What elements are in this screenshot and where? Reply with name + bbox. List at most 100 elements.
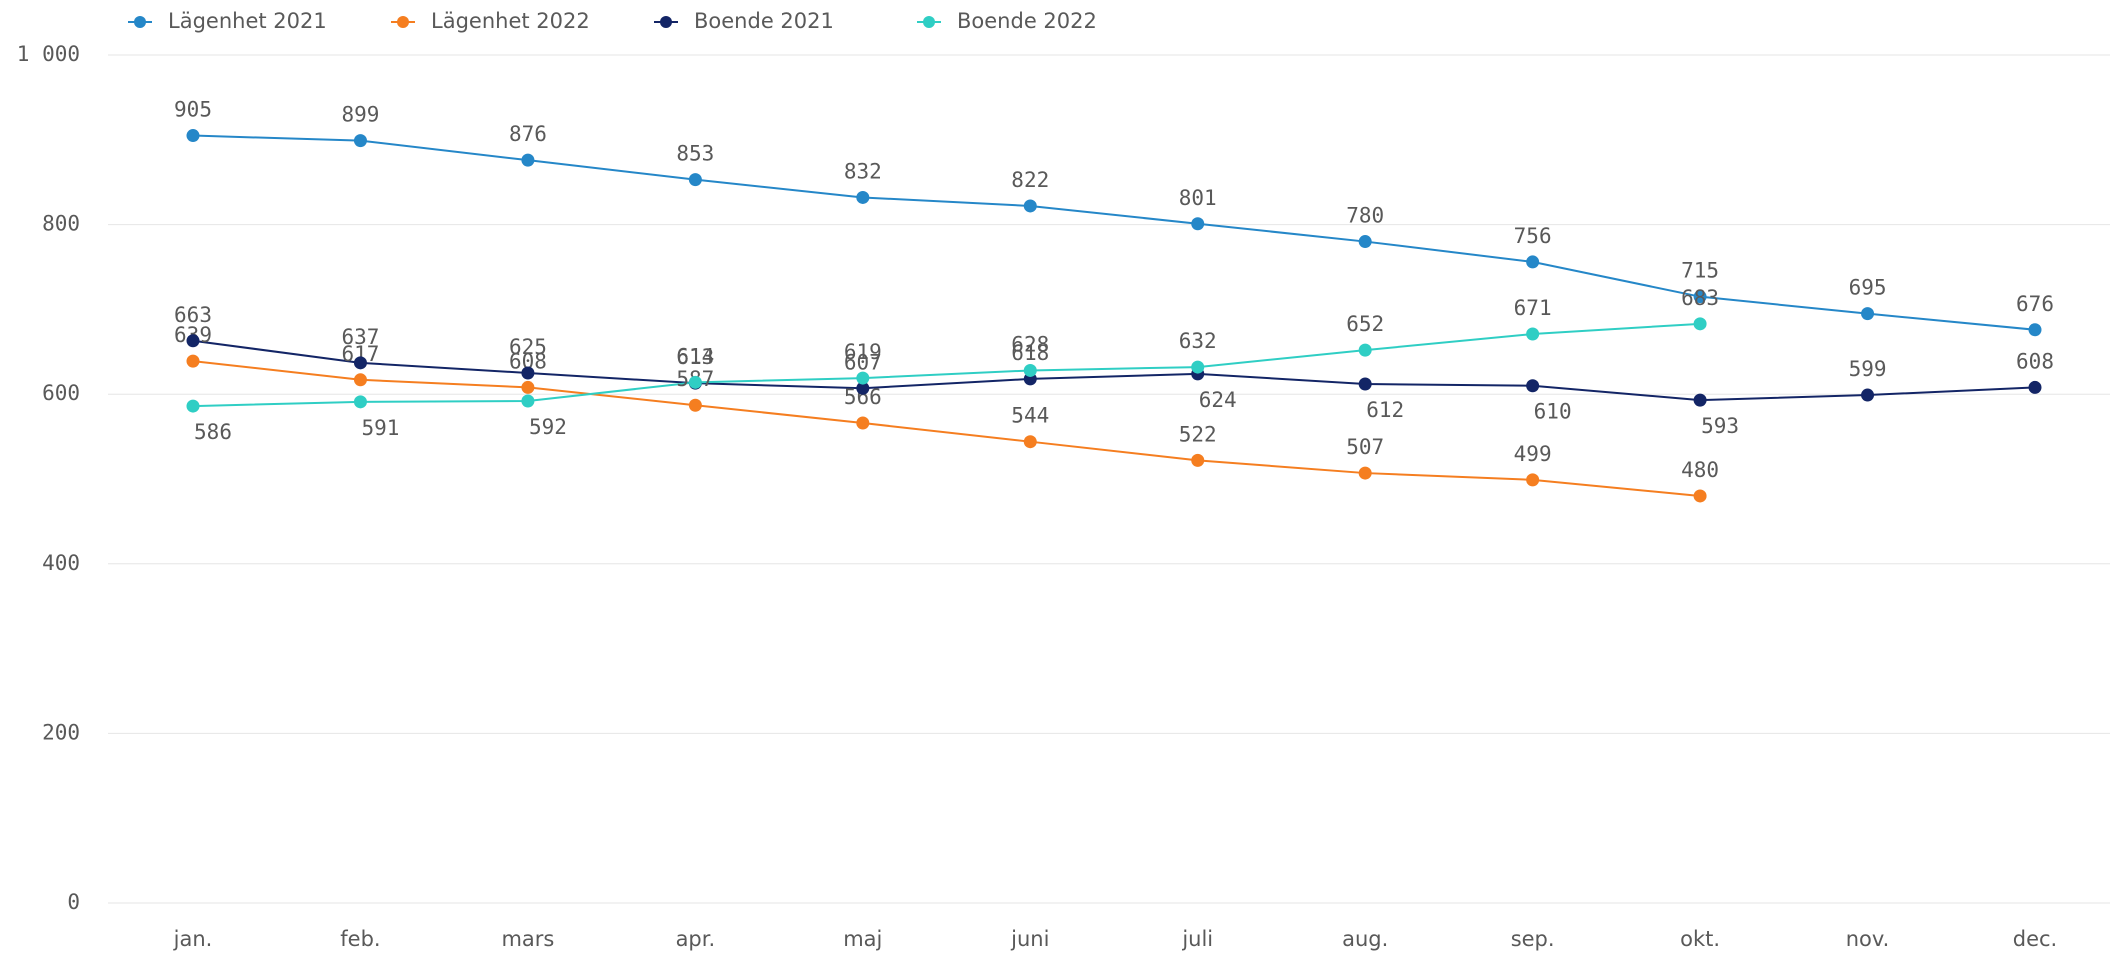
data-label: 876: [509, 122, 547, 146]
point: [353, 373, 367, 387]
data-label: 480: [1681, 458, 1719, 482]
x-tick-label: feb.: [340, 927, 380, 951]
point: [2028, 380, 2042, 394]
legend-label: Lägenhet 2021: [168, 9, 327, 33]
data-label: 683: [1681, 286, 1719, 310]
point: [1693, 489, 1707, 503]
data-label: 499: [1514, 442, 1552, 466]
point: [186, 354, 200, 368]
point: [186, 129, 200, 143]
data-label: 592: [529, 415, 567, 439]
point: [1358, 343, 1372, 357]
x-tick-label: juni: [1010, 927, 1049, 951]
series-line: [192, 360, 1701, 497]
point: [186, 334, 200, 348]
x-tick-label: okt.: [1680, 927, 1720, 951]
point: [1358, 466, 1372, 480]
point: [1693, 290, 1707, 304]
point: [521, 380, 535, 394]
x-tick-label: juli: [1181, 927, 1213, 951]
y-tick-label: 600: [42, 381, 80, 405]
point: [1358, 235, 1372, 249]
point: [1693, 393, 1707, 407]
data-label: 507: [1346, 435, 1384, 459]
data-label: 756: [1514, 224, 1552, 248]
data-label: 822: [1011, 168, 1049, 192]
data-label: 586: [194, 420, 232, 444]
point: [2028, 323, 2042, 337]
data-label: 522: [1179, 422, 1217, 446]
legend-label: Boende 2022: [957, 9, 1097, 33]
data-label: 613: [676, 345, 714, 369]
x-tick-label: nov.: [1846, 927, 1890, 951]
point: [353, 134, 367, 148]
x-tick-label: jan.: [173, 927, 213, 951]
y-tick-label: 1 000: [17, 42, 80, 66]
data-label: 619: [844, 340, 882, 364]
data-label: 599: [1849, 357, 1887, 381]
point: [1023, 199, 1037, 213]
point: [856, 190, 870, 204]
data-label: 671: [1514, 296, 1552, 320]
legend-label: Lägenhet 2022: [431, 9, 590, 33]
y-tick-label: 200: [42, 720, 80, 744]
point: [856, 371, 870, 385]
data-label: 612: [1366, 398, 1404, 422]
point: [1861, 307, 1875, 321]
x-tick-label: dec.: [2013, 927, 2057, 951]
point: [688, 375, 702, 389]
data-label: 607: [844, 350, 882, 374]
legend-marker: [134, 16, 146, 28]
data-label: 624: [1199, 388, 1237, 412]
point: [1526, 327, 1540, 341]
data-label: 695: [1849, 276, 1887, 300]
data-label: 676: [2016, 292, 2054, 316]
point: [353, 356, 367, 370]
point: [1526, 473, 1540, 487]
y-tick-label: 400: [42, 551, 80, 575]
point: [1526, 379, 1540, 393]
data-label: 832: [844, 159, 882, 183]
point: [1023, 363, 1037, 377]
point: [1693, 317, 1707, 331]
data-label: 780: [1346, 204, 1384, 228]
point: [1861, 388, 1875, 402]
data-label: 544: [1011, 404, 1049, 428]
data-label: 610: [1534, 400, 1572, 424]
point: [521, 153, 535, 167]
point: [1191, 453, 1205, 467]
point: [856, 381, 870, 395]
data-label: 591: [361, 416, 399, 440]
data-label: 715: [1681, 259, 1719, 283]
point: [521, 366, 535, 380]
x-tick-label: maj: [843, 927, 882, 951]
point: [521, 394, 535, 408]
data-label: 663: [174, 303, 212, 327]
series-line: [192, 134, 2036, 331]
point: [353, 395, 367, 409]
x-tick-label: aug.: [1342, 927, 1388, 951]
series-line: [192, 339, 2036, 402]
data-label: 853: [676, 142, 714, 166]
data-label: 905: [174, 98, 212, 122]
point: [1023, 435, 1037, 449]
legend-label: Boende 2021: [694, 9, 834, 33]
point: [688, 173, 702, 187]
point: [1358, 377, 1372, 391]
y-tick-label: 800: [42, 212, 80, 236]
point: [1191, 217, 1205, 231]
point: [1191, 360, 1205, 374]
point: [186, 399, 200, 413]
data-label: 899: [341, 103, 379, 127]
point: [688, 398, 702, 412]
data-label: 652: [1346, 312, 1384, 336]
data-label: 625: [509, 335, 547, 359]
x-tick-label: mars: [501, 927, 554, 951]
x-tick-label: apr.: [676, 927, 716, 951]
point: [856, 416, 870, 430]
legend-marker: [923, 16, 935, 28]
series-line: [192, 322, 1701, 408]
x-tick-label: sep.: [1511, 927, 1555, 951]
